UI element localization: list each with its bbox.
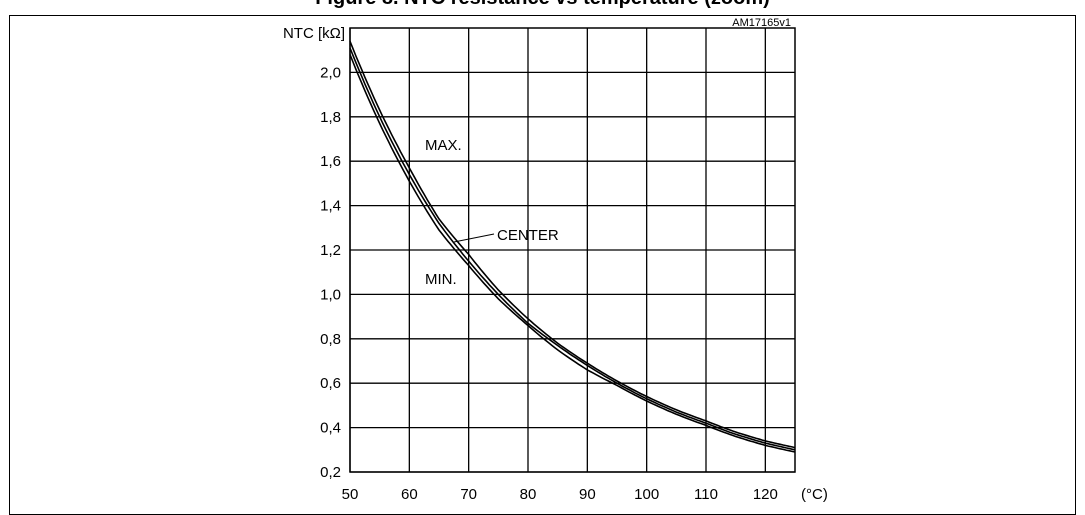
y-tick-label: 1,2 — [320, 242, 341, 259]
series-line-max — [349, 40, 796, 449]
y-tick-label: 1,4 — [320, 198, 341, 215]
x-tick-label: 120 — [753, 486, 778, 503]
page-title: Figure 8. NTC resistance vs temperature … — [0, 0, 1085, 10]
tick-labels: 50 60 70 80 90 100 110 120 0,2 0,4 0,6 0,8 1,0 1,2 1,4… — [320, 64, 778, 503]
x-tick-label: 80 — [520, 486, 537, 503]
x-tick-label: 100 — [634, 486, 659, 503]
y-axis-label: NTC [kΩ] — [283, 25, 345, 42]
plot-area — [349, 27, 796, 473]
x-axis-unit-label: (°C) — [801, 486, 828, 503]
y-tick-label: 1,6 — [320, 153, 341, 170]
label-min: MIN. — [425, 271, 457, 288]
y-tick-label: 0,8 — [320, 331, 341, 348]
label-center: CENTER — [497, 227, 559, 244]
x-tick-label: 90 — [579, 486, 596, 503]
x-tick-label: 60 — [401, 486, 418, 503]
x-tick-label: 70 — [460, 486, 477, 503]
y-tick-label: 0,4 — [320, 420, 341, 437]
y-tick-label: 0,2 — [320, 464, 341, 481]
grid — [349, 28, 795, 473]
series-line-center — [349, 47, 796, 451]
x-tick-label: 50 — [342, 486, 359, 503]
figure-id: AM17165v1 — [732, 17, 791, 29]
curves — [349, 40, 796, 453]
center-leader — [453, 233, 495, 243]
label-max: MAX. — [425, 137, 462, 154]
series-line-min — [349, 54, 796, 453]
y-tick-label: 2,0 — [320, 64, 341, 81]
y-tick-label: 0,6 — [320, 375, 341, 392]
x-tick-label: 110 — [694, 486, 718, 503]
y-tick-label: 1,8 — [320, 109, 341, 126]
y-tick-label: 1,0 — [320, 286, 341, 303]
